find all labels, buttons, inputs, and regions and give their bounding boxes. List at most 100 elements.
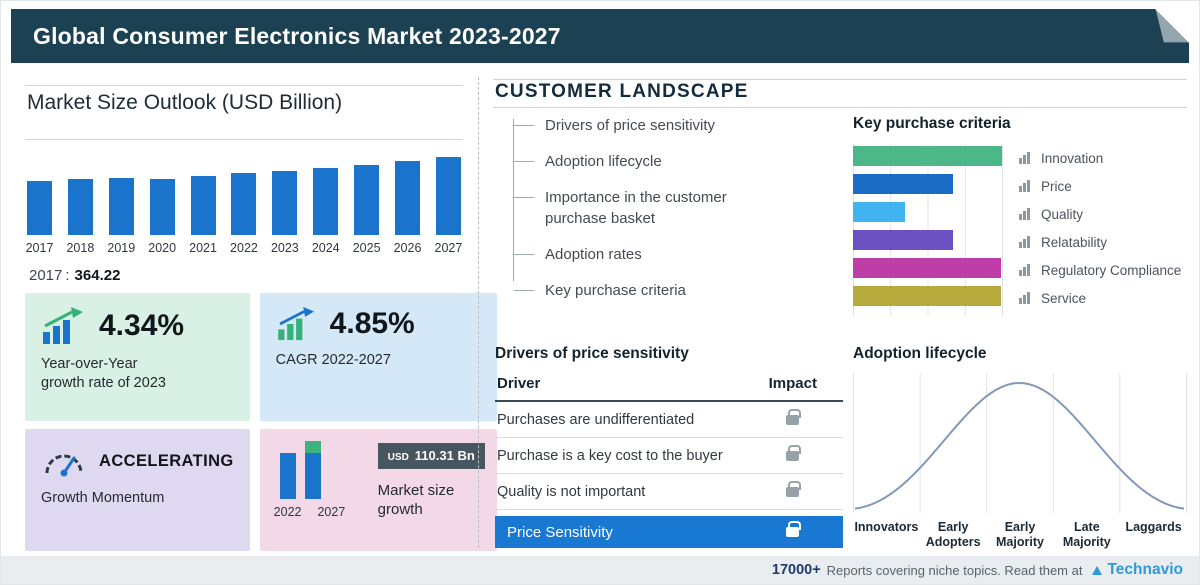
mini-growth-chart: 2022 2027 (272, 439, 364, 519)
speedometer-icon (45, 454, 83, 477)
market-bar-year-label: 2021 (189, 241, 217, 255)
market-bar (395, 161, 421, 235)
mini-bar-2027-growth (304, 441, 321, 453)
highlight-label: Price Sensitivity (507, 523, 613, 541)
legend-item: Regulatory Compliance (1019, 260, 1181, 280)
price-sensitivity-title: Drivers of price sensitivity (495, 345, 689, 362)
panel-divider (478, 77, 479, 548)
lock-icon (786, 480, 801, 497)
mini-bar-2022 (279, 453, 296, 499)
market-bar (354, 165, 380, 235)
adoption-lifecycle-chart (853, 373, 1187, 513)
criteria-bar (853, 174, 953, 194)
legend-label: Quality (1041, 206, 1084, 222)
mini-col-2027 (304, 441, 321, 499)
cagr-card: 4.85% CAGR 2022-2027 (259, 293, 497, 421)
menu-item: Importance in the customer purchase bask… (497, 187, 782, 229)
yoy-growth-value: 4.34% (99, 309, 185, 342)
market-bar-column: 2025 (352, 149, 381, 255)
market-size-title: Market Size Outlook (USD Billion) (27, 91, 343, 114)
adoption-stage-label: Laggards (1125, 520, 1182, 534)
market-bar-column: 2019 (107, 149, 136, 255)
bell-curve (854, 381, 1185, 510)
market-bar-year-label: 2023 (270, 241, 299, 255)
divider-line (493, 79, 1187, 80)
mini-growth-years: 2022 2027 (272, 505, 364, 519)
cagr-desc: CAGR 2022-2027 (275, 352, 391, 368)
criteria-bar (853, 146, 1002, 166)
legend-label: Price (1041, 178, 1072, 194)
legend-chart-icon (1019, 236, 1033, 248)
market-bar (313, 168, 339, 235)
market-bar-column: 2022 (230, 149, 258, 255)
lock-icon (786, 521, 801, 537)
growth-amount-badge: USD 110.31 Bn (377, 443, 485, 469)
adoption-stage-label: Innovators (854, 520, 919, 534)
market-bar-year-label: 2018 (66, 241, 95, 255)
market-bar-year-label: 2026 (393, 241, 422, 255)
lock-icon (786, 408, 801, 425)
legend-label: Innovation (1041, 150, 1104, 166)
market-size-growth-card: 2022 2027 USD 110.31 Bn Market size growt… (259, 429, 497, 551)
price-sensitivity-block: Drivers of price sensitivity Driver Impa… (495, 345, 843, 548)
market-bar-year-label: 2017 (25, 241, 54, 255)
legend-chart-icon (1019, 152, 1033, 164)
customer-landscape-menu: Drivers of price sensitivity Adoption lif… (497, 115, 797, 301)
customer-landscape-menu-wrap: Drivers of price sensitivity Adoption lif… (497, 115, 797, 316)
legend-chart-icon (1019, 208, 1033, 220)
technavio-logo: Technavio (1092, 561, 1183, 579)
adoption-stage-label: Late Majority (1062, 520, 1111, 549)
legend-chart-icon (1019, 264, 1033, 276)
market-bar (231, 173, 257, 235)
base-year-value: 364.22 (74, 267, 121, 284)
adoption-stage-label: Early Adopters (925, 520, 981, 549)
legend-item: Service (1019, 288, 1181, 308)
divider-line (493, 107, 1187, 108)
market-bar-column: 2018 (66, 149, 95, 255)
column-impact: Impact (768, 375, 817, 392)
market-bar-year-label: 2025 (352, 241, 381, 255)
purchase-criteria-body: Innovation Price Quality Relatability Regula… (853, 144, 1187, 316)
market-bar (27, 181, 52, 235)
badge-currency: USD (387, 452, 409, 463)
mini-col-2022 (279, 453, 296, 499)
market-size-section: Market Size Outlook (USD Billion) 2017 20… (25, 73, 497, 556)
legend-label: Relatability (1041, 234, 1108, 250)
market-bar (108, 178, 134, 235)
growth-bars-icon (43, 307, 83, 344)
market-bar (190, 176, 216, 235)
market-bar-year-label: 2019 (107, 241, 136, 255)
market-bar-column: 2027 (435, 149, 462, 255)
adoption-stage-label: Early Majority (996, 520, 1044, 549)
technavio-mark-icon (1092, 565, 1103, 575)
purchase-criteria-legend: Innovation Price Quality Relatability Regula… (1019, 144, 1181, 316)
adoption-lifecycle-block: Adoption lifecycle Innovators Early Adopt… (853, 345, 1187, 550)
price-sensitivity-highlight-row: Price Sensitivity (495, 516, 843, 548)
column-driver: Driver (497, 375, 541, 392)
growth-card-right: USD 110.31 Bn Market size growth (377, 439, 485, 519)
yoy-growth-card: 4.34% Year-over-Year growth rate of 2023 (25, 293, 250, 421)
legend-item: Innovation (1019, 148, 1181, 168)
divider-line (25, 139, 463, 140)
market-bar-year-label: 2022 (230, 241, 258, 255)
market-bar-column: 2024 (311, 149, 340, 255)
legend-item: Relatability (1019, 232, 1181, 252)
purchase-criteria-title: Key purchase criteria (853, 115, 1011, 132)
mini-year-end: 2027 (317, 505, 346, 519)
mini-year-start: 2022 (273, 505, 302, 519)
technavio-wordmark: Technavio (1107, 561, 1183, 578)
momentum-value: ACCELERATING (99, 451, 234, 470)
criteria-bar (853, 202, 906, 222)
market-bar-year-label: 2024 (311, 241, 340, 255)
yoy-card-top: 4.34% (41, 307, 234, 345)
yoy-growth-desc: Year-over-Year growth rate of 2023 (41, 355, 234, 393)
growth-trend-icon (277, 307, 314, 341)
market-bar-column: 2021 (189, 149, 217, 255)
divider-line (25, 85, 463, 86)
criteria-bar (853, 258, 1001, 278)
driver-label: Purchase is a key cost to the buyer (497, 447, 723, 464)
market-bar-column: 2023 (270, 149, 299, 255)
customer-landscape-title: CUSTOMER LANDSCAPE (495, 81, 749, 102)
purchase-criteria-block: Key purchase criteria Innovation Price Qua… (853, 115, 1187, 316)
badge-value: 110.31 Bn (414, 448, 475, 463)
